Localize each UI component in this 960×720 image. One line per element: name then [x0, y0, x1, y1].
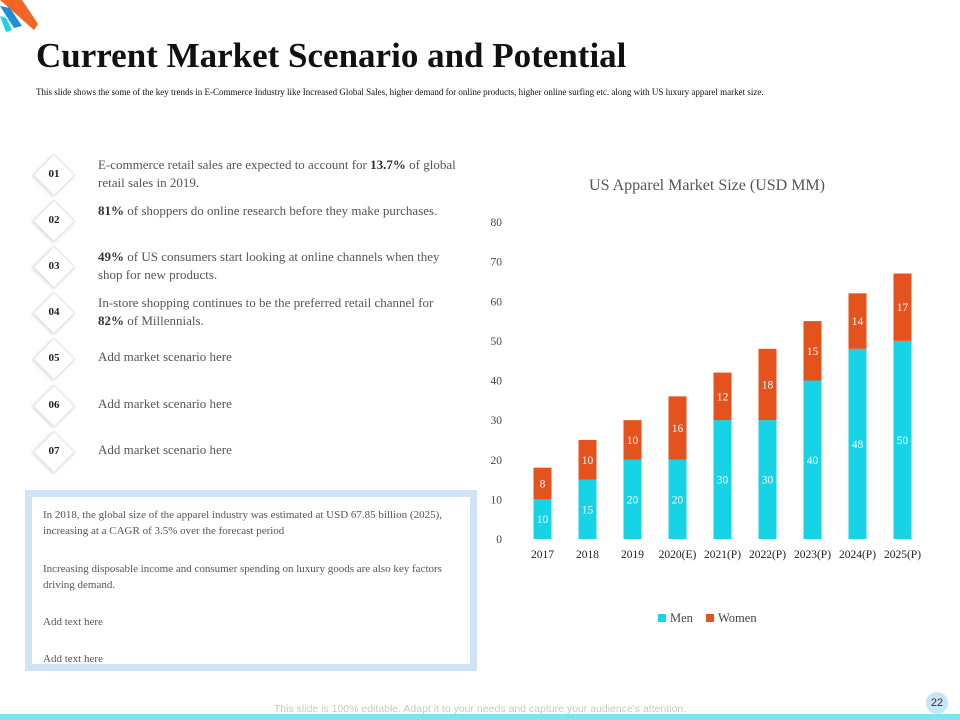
info-text-3: Add text here: [43, 616, 103, 628]
info-text-1: In 2018, the global size of the apparel …: [43, 509, 442, 537]
point-text: Add market scenario here: [98, 442, 232, 457]
point-text: 49% of US consumers start looking at onl…: [98, 249, 440, 282]
point-number: 07: [48, 445, 60, 457]
info-box: In 2018, the global size of the apparel …: [25, 490, 477, 671]
data-label-women: 10: [582, 455, 594, 467]
point-number: 03: [48, 260, 60, 272]
bar-men-2024(P): [848, 348, 867, 539]
footer-bar: [0, 714, 960, 720]
bar-men-2022(P): [758, 420, 777, 539]
info-text-2: Increasing disposable income and consume…: [43, 563, 442, 591]
bar-men-2020(E): [668, 459, 687, 539]
y-tick-label: 80: [491, 217, 503, 229]
bar-men-2017: [533, 499, 552, 539]
data-label-men: 15: [582, 504, 594, 516]
bar-women-2017: [533, 467, 552, 500]
bar-women-2019: [623, 420, 642, 460]
bar-women-2022(P): [758, 348, 777, 421]
page-number: 22: [926, 692, 948, 714]
data-label-men: 20: [627, 494, 639, 506]
page-title: Current Market Scenario and Potential: [36, 36, 627, 75]
bar-men-2025(P): [893, 340, 912, 539]
point-number: 05: [48, 352, 60, 364]
y-tick-label: 20: [491, 455, 503, 467]
point-text: Add market scenario here: [98, 349, 232, 364]
x-tick-label: 2025(P): [884, 549, 921, 561]
point-number: 01: [48, 168, 60, 180]
legend-swatch-men: [658, 614, 666, 622]
bar-women-2018: [578, 439, 597, 480]
data-label-men: 30: [717, 475, 729, 487]
data-label-women: 16: [672, 423, 684, 435]
bar-women-2023(P): [803, 321, 822, 381]
x-tick-label: 2018: [576, 549, 599, 561]
data-label-women: 12: [717, 391, 729, 403]
data-label-men: 30: [762, 475, 774, 487]
y-tick-label: 30: [491, 415, 503, 427]
corner-logo: [0, 0, 38, 32]
point-number: 04: [48, 306, 60, 318]
data-label-women: 8: [540, 479, 546, 491]
legend-label-women: Women: [718, 611, 757, 625]
bar-women-2020(E): [668, 396, 687, 460]
data-label-men: 20: [672, 494, 684, 506]
bar-women-2024(P): [848, 293, 867, 349]
chart-title: US Apparel Market Size (USD MM): [589, 177, 825, 194]
y-tick-label: 0: [496, 534, 502, 546]
info-text-4: Add text here: [43, 653, 103, 665]
y-tick-label: 70: [491, 257, 503, 269]
y-tick-label: 40: [491, 376, 503, 388]
x-tick-label: 2024(P): [839, 549, 876, 561]
y-tick-label: 50: [491, 336, 503, 348]
data-label-women: 15: [807, 346, 819, 358]
bar-men-2018: [578, 479, 597, 539]
bar-women-2021(P): [713, 372, 732, 421]
data-label-women: 17: [897, 302, 909, 314]
bar-men-2023(P): [803, 380, 822, 539]
point-number: 02: [48, 214, 60, 226]
bar-women-2025(P): [893, 273, 912, 341]
point-text: 81% of shoppers do online research befor…: [98, 203, 438, 218]
point-text: In-store shopping continues to be the pr…: [98, 295, 434, 328]
y-tick-label: 10: [491, 494, 503, 506]
point-text: Add market scenario here: [98, 396, 232, 411]
data-label-women: 18: [762, 379, 774, 391]
x-tick-label: 2023(P): [794, 549, 831, 561]
point-number: 06: [48, 399, 60, 411]
data-label-men: 50: [897, 435, 909, 447]
bar-men-2019: [623, 459, 642, 539]
legend-label-men: Men: [670, 611, 694, 625]
data-label-men: 48: [852, 439, 864, 451]
x-tick-label: 2019: [621, 549, 644, 561]
x-tick-label: 2022(P): [749, 549, 786, 561]
legend-swatch-women: [706, 614, 714, 622]
y-tick-label: 60: [491, 296, 503, 308]
data-label-women: 14: [852, 316, 864, 328]
data-label-men: 10: [537, 514, 549, 526]
page-subtitle: This slide shows the some of the key tre…: [36, 87, 764, 97]
apparel-market-chart: US Apparel Market Size (USD MM) 0 10 20 30 40…: [491, 177, 922, 625]
data-label-women: 10: [627, 435, 639, 447]
x-tick-label: 2021(P): [704, 549, 741, 561]
bar-men-2021(P): [713, 420, 732, 539]
footer-note: This slide is 100% editable. Adapt it to…: [273, 703, 687, 715]
data-label-men: 40: [807, 455, 819, 467]
point-text: E-commerce retail sales are expected to …: [98, 157, 456, 190]
x-tick-label: 2020(E): [659, 549, 697, 561]
x-tick-label: 2017: [531, 549, 554, 561]
